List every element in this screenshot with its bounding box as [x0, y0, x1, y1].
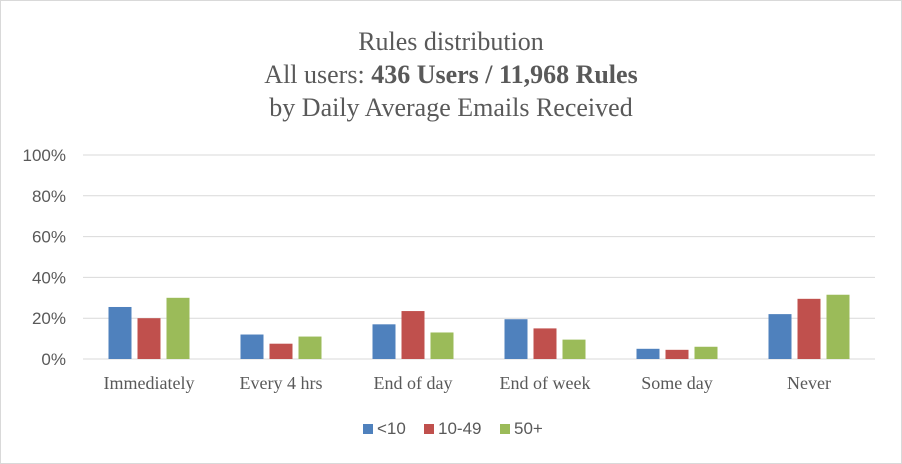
chart-title-line2: All users: 436 Users / 11,968 Rules: [264, 60, 637, 89]
bar: [240, 334, 264, 359]
bar: [269, 343, 293, 359]
bar: [768, 314, 792, 359]
legend-swatch: [500, 424, 510, 434]
x-axis: Immediately Every 4 hrs End of day End of w…: [104, 373, 831, 393]
y-tick-label: 20%: [32, 309, 66, 328]
bar: [504, 319, 528, 359]
bar: [401, 311, 425, 359]
bar: [665, 349, 689, 359]
bar: [562, 339, 586, 359]
bar: [797, 298, 821, 359]
y-axis: 0% 20% 40% 60% 80% 100%: [23, 146, 66, 369]
legend-swatch: [363, 424, 373, 434]
bar: [372, 324, 396, 359]
x-tick-label: Every 4 hrs: [240, 373, 323, 393]
x-tick-label: End of week: [500, 373, 591, 393]
legend-label: <10: [377, 419, 406, 438]
bar: [137, 318, 161, 359]
y-tick-label: 0%: [41, 350, 66, 369]
legend-label: 50+: [514, 419, 543, 438]
gridlines: [83, 154, 875, 360]
x-tick-label: Never: [787, 373, 831, 393]
bar: [108, 306, 132, 359]
y-tick-label: 80%: [32, 187, 66, 206]
chart-title-line3: by Daily Average Emails Received: [269, 93, 632, 122]
x-tick-label: Immediately: [104, 373, 195, 393]
chart-title-line2-prefix: All users:: [264, 60, 371, 89]
bar: [166, 297, 190, 359]
bars: [108, 294, 850, 359]
chart-title-line1: Rules distribution: [358, 27, 544, 56]
legend-label: 10-49: [438, 419, 481, 438]
bar: [298, 336, 322, 359]
legend: <10 10-49 50+: [363, 419, 543, 438]
bar: [694, 346, 718, 359]
x-tick-label: End of day: [374, 373, 453, 393]
y-tick-label: 60%: [32, 228, 66, 247]
bar: [826, 294, 850, 359]
bar: [430, 332, 454, 359]
bar: [636, 348, 660, 359]
y-tick-label: 40%: [32, 268, 66, 287]
y-tick-label: 100%: [23, 146, 66, 165]
bar: [533, 328, 557, 359]
legend-swatch: [424, 424, 434, 434]
x-tick-label: Some day: [641, 373, 713, 393]
chart-title-line2-bold: 436 Users / 11,968 Rules: [371, 60, 638, 89]
